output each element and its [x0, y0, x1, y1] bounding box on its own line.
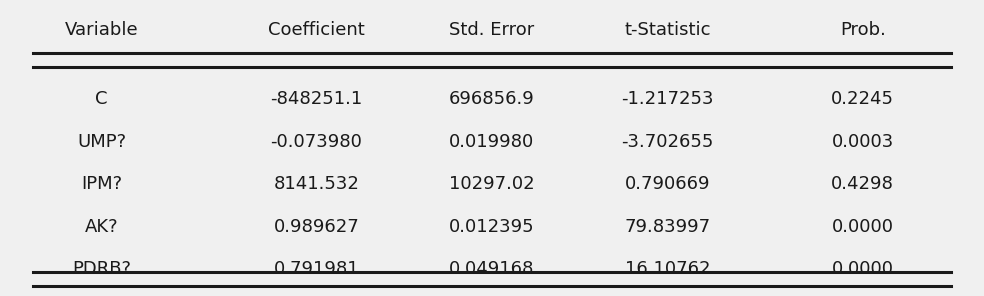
Text: 10297.02: 10297.02 — [449, 175, 535, 193]
Text: 0.790669: 0.790669 — [625, 175, 710, 193]
Text: Variable: Variable — [65, 21, 139, 39]
Text: 79.83997: 79.83997 — [625, 218, 710, 236]
Text: UMP?: UMP? — [77, 133, 126, 151]
Text: PDRB?: PDRB? — [72, 260, 131, 279]
Text: 8141.532: 8141.532 — [274, 175, 359, 193]
Text: -3.702655: -3.702655 — [622, 133, 713, 151]
Text: Prob.: Prob. — [839, 21, 886, 39]
Text: 696856.9: 696856.9 — [449, 90, 535, 108]
Text: t-Statistic: t-Statistic — [625, 21, 710, 39]
Text: IPM?: IPM? — [81, 175, 122, 193]
Text: 0.2245: 0.2245 — [831, 90, 894, 108]
Text: 0.0003: 0.0003 — [831, 133, 893, 151]
Text: 0.019980: 0.019980 — [450, 133, 534, 151]
Text: 0.4298: 0.4298 — [831, 175, 894, 193]
Text: -1.217253: -1.217253 — [621, 90, 713, 108]
Text: 0.0000: 0.0000 — [831, 260, 893, 279]
Text: Std. Error: Std. Error — [450, 21, 534, 39]
Text: AK?: AK? — [85, 218, 118, 236]
Text: -0.073980: -0.073980 — [271, 133, 362, 151]
Text: 0.989627: 0.989627 — [274, 218, 359, 236]
Text: 0.0000: 0.0000 — [831, 218, 893, 236]
Text: 0.791981: 0.791981 — [274, 260, 359, 279]
Text: 0.049168: 0.049168 — [450, 260, 534, 279]
Text: 0.012395: 0.012395 — [449, 218, 535, 236]
Text: Coefficient: Coefficient — [268, 21, 365, 39]
Text: C: C — [95, 90, 108, 108]
Text: 16.10762: 16.10762 — [625, 260, 710, 279]
Text: -848251.1: -848251.1 — [271, 90, 362, 108]
